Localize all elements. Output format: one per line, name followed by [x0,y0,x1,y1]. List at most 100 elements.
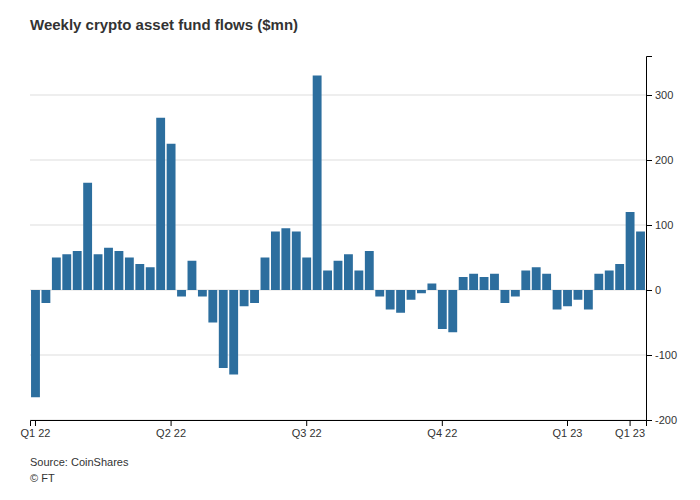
tick: 200 [646,154,673,166]
bar [167,144,176,290]
bar [219,290,228,368]
grid-line [30,355,646,356]
bar [114,251,123,290]
bar [177,290,186,297]
bar [427,284,436,291]
grid-line [30,225,646,226]
tick: -100 [646,349,677,361]
tick-label: 100 [655,219,673,231]
tick-label: 0 [655,284,661,296]
bar [229,290,238,375]
bar [292,232,301,291]
bar [94,254,103,290]
tick-label: Q1 23 [553,427,583,439]
bar [500,290,509,303]
tick-mark [567,420,568,426]
tick-label: Q2 22 [156,427,186,439]
tick: 300 [646,89,673,101]
bar [240,290,249,306]
tick-mark [306,420,307,426]
bar [407,290,416,300]
tick-label: Q1 23 [615,427,645,439]
bar [261,258,270,291]
bar [302,258,311,291]
tick-mark [646,95,652,96]
tick-label: -100 [655,349,677,361]
bar [480,277,489,290]
bar [563,290,572,306]
tick: Q2 22 [156,420,186,439]
bar [41,290,50,303]
bar [208,290,217,323]
bar [521,271,530,291]
bar [198,290,207,297]
bar [417,290,426,293]
tick: 100 [646,219,673,231]
bar [188,261,197,290]
bar [469,274,478,290]
bar [636,232,645,291]
tick: -200 [646,414,677,426]
bar [73,251,82,290]
tick-label: -200 [655,414,677,426]
axis-line [31,421,647,427]
grid-line [30,95,646,96]
chart: Weekly crypto asset fund flows ($mn) -200… [0,0,700,500]
bar [573,290,582,300]
tick-label: Q1 22 [20,427,50,439]
bar [448,290,457,332]
bar [31,290,40,397]
bar [594,274,603,290]
tick-mark [646,355,652,356]
bars [31,76,645,398]
tick-label: 200 [655,154,673,166]
tick-label: Q4 22 [427,427,457,439]
tick: Q1 23 [615,420,645,439]
bar [125,258,134,291]
tick: Q1 22 [20,420,50,439]
annotation: © FT [30,472,55,484]
tick-mark [442,420,443,426]
bar [281,228,290,290]
bar [626,212,635,290]
bar [459,277,468,290]
tick-label: Q3 22 [292,427,322,439]
bar [511,290,520,297]
x-axis: Q1 22 Q2 22 Q3 22 Q4 22 Q1 23 Q1 23 [20,420,646,439]
bar [250,290,259,303]
bar [146,267,155,290]
tick-mark [35,420,36,426]
tick-mark [630,420,631,426]
tick: Q1 23 [553,420,583,439]
tick: Q3 22 [292,420,322,439]
bar [615,264,624,290]
bar [52,258,61,291]
bar [605,271,614,291]
bar [365,251,374,290]
bar [135,264,144,290]
bar [396,290,405,313]
bar [83,183,92,290]
grid [30,95,646,420]
tick-mark [171,420,172,426]
bar [323,271,332,291]
bar [313,76,322,291]
bar [344,254,353,290]
plot: -200-1000100200300Q1 22Q2 22Q3 22Q4 22Q1… [20,57,677,439]
tick-mark [646,290,652,291]
bar [584,290,593,310]
tick-mark [646,160,652,161]
bar [532,267,541,290]
tick-mark [646,225,652,226]
bar [271,232,280,291]
bar [156,118,165,290]
title: Weekly crypto asset fund flows ($mn) [30,16,298,33]
bar [490,274,499,290]
tick: Q4 22 [427,420,457,439]
grid-line [30,160,646,161]
bar [334,261,343,290]
bar [386,290,395,310]
tick: 0 [646,284,661,296]
bar [375,290,384,297]
axis-line [647,57,653,421]
